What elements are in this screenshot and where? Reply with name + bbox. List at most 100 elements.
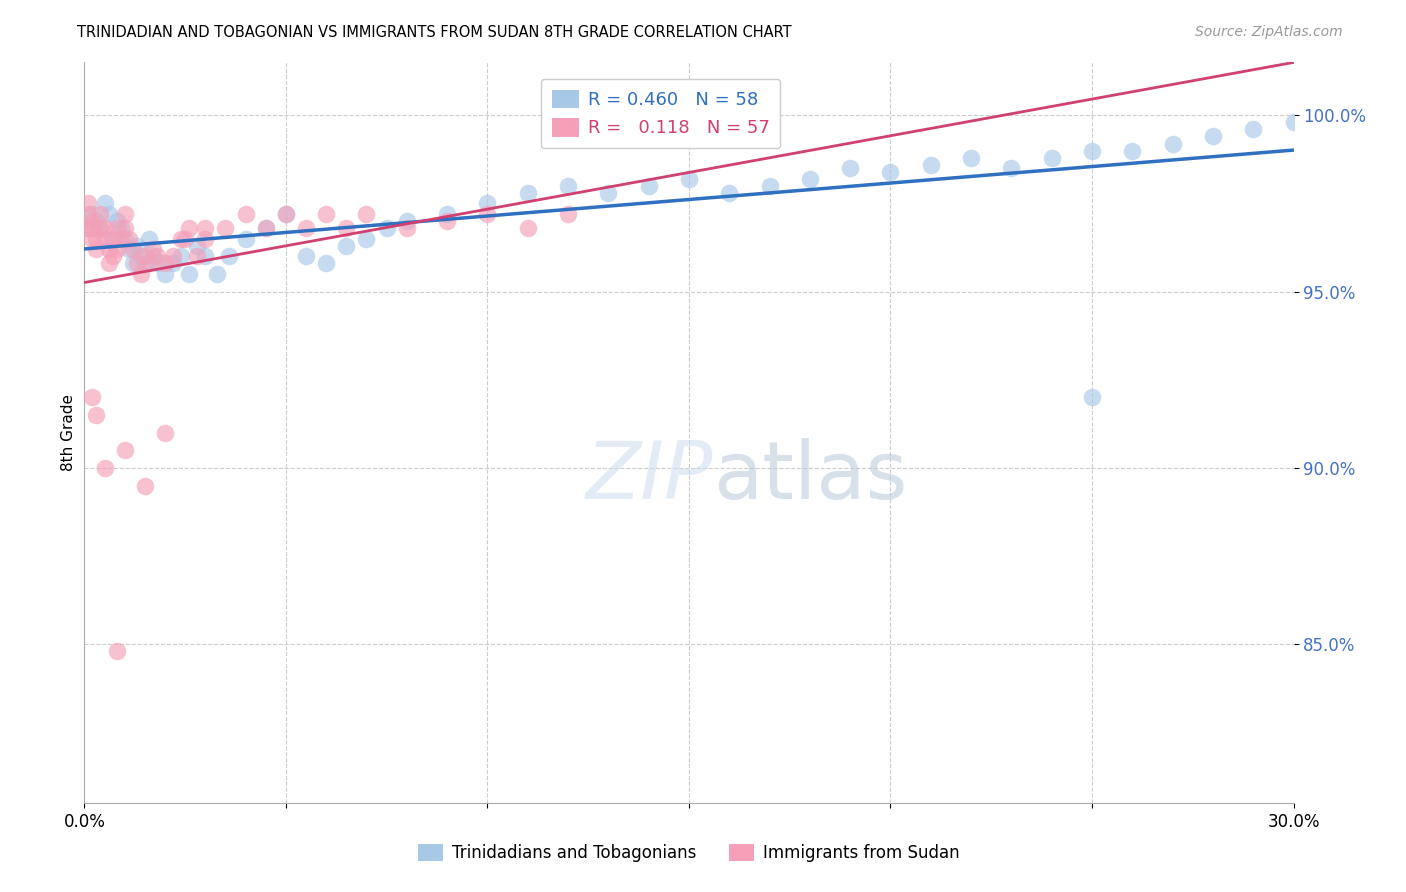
Point xyxy=(194,249,217,263)
Point xyxy=(799,171,821,186)
Point xyxy=(77,221,100,235)
Point xyxy=(101,232,124,246)
Point xyxy=(436,214,458,228)
Point xyxy=(335,221,357,235)
Point xyxy=(356,207,378,221)
Point xyxy=(356,232,378,246)
Point xyxy=(235,207,257,221)
Point xyxy=(557,178,579,193)
Point xyxy=(598,186,620,200)
Point xyxy=(758,178,780,193)
Point xyxy=(179,221,201,235)
Point xyxy=(153,256,176,270)
Point xyxy=(89,207,111,221)
Point xyxy=(101,249,124,263)
Point xyxy=(118,242,141,256)
Point xyxy=(110,232,132,246)
Point xyxy=(93,461,115,475)
Point xyxy=(93,221,115,235)
Point xyxy=(1081,144,1104,158)
Point xyxy=(105,214,128,228)
Point xyxy=(516,186,538,200)
Point xyxy=(134,478,156,492)
Point xyxy=(254,221,277,235)
Point xyxy=(516,221,538,235)
Point xyxy=(1241,122,1264,136)
Y-axis label: 8th Grade: 8th Grade xyxy=(60,394,76,471)
Point xyxy=(138,256,160,270)
Point xyxy=(174,232,197,246)
Text: TRINIDADIAN AND TOBAGONIAN VS IMMIGRANTS FROM SUDAN 8TH GRADE CORRELATION CHART: TRINIDADIAN AND TOBAGONIAN VS IMMIGRANTS… xyxy=(77,25,792,40)
Point xyxy=(295,221,318,235)
Point xyxy=(295,249,318,263)
Point xyxy=(114,221,136,235)
Point xyxy=(77,207,100,221)
Point xyxy=(105,221,128,235)
Point xyxy=(839,161,862,176)
Point xyxy=(557,207,579,221)
Point xyxy=(879,165,901,179)
Point xyxy=(142,242,165,256)
Point xyxy=(129,267,152,281)
Point xyxy=(207,267,229,281)
Point xyxy=(97,207,120,221)
Point xyxy=(315,256,337,270)
Point xyxy=(274,207,297,221)
Point xyxy=(142,249,165,263)
Point xyxy=(82,221,104,235)
Point xyxy=(1202,129,1225,144)
Point xyxy=(235,232,257,246)
Point xyxy=(97,242,120,256)
Point xyxy=(395,221,418,235)
Point xyxy=(146,249,169,263)
Point xyxy=(375,221,398,235)
Point xyxy=(162,256,184,270)
Point xyxy=(118,232,141,246)
Point xyxy=(186,249,208,263)
Point xyxy=(162,249,184,263)
Point xyxy=(315,207,337,221)
Point xyxy=(1121,144,1143,158)
Point xyxy=(170,232,193,246)
Point xyxy=(138,232,160,246)
Point xyxy=(105,644,128,658)
Point xyxy=(146,256,169,270)
Point xyxy=(77,221,100,235)
Point xyxy=(89,221,111,235)
Point xyxy=(477,207,499,221)
Point xyxy=(477,196,499,211)
Point xyxy=(125,239,148,253)
Point xyxy=(105,242,128,256)
Point xyxy=(718,186,741,200)
Point xyxy=(93,232,115,246)
Point xyxy=(214,221,236,235)
Point xyxy=(179,267,201,281)
Text: Source: ZipAtlas.com: Source: ZipAtlas.com xyxy=(1195,25,1343,39)
Point xyxy=(395,214,418,228)
Point xyxy=(335,239,357,253)
Point xyxy=(82,207,104,221)
Point xyxy=(153,425,176,440)
Point xyxy=(114,207,136,221)
Point xyxy=(1161,136,1184,151)
Point xyxy=(86,242,108,256)
Point xyxy=(274,207,297,221)
Point xyxy=(960,151,983,165)
Point xyxy=(920,158,942,172)
Point xyxy=(186,239,208,253)
Point xyxy=(77,196,100,211)
Point xyxy=(93,196,115,211)
Point xyxy=(97,256,120,270)
Point xyxy=(82,390,104,404)
Point xyxy=(194,221,217,235)
Point xyxy=(121,256,143,270)
Legend: Trinidadians and Tobagonians, Immigrants from Sudan: Trinidadians and Tobagonians, Immigrants… xyxy=(412,837,966,869)
Point xyxy=(114,443,136,458)
Point xyxy=(678,171,700,186)
Point xyxy=(1040,151,1063,165)
Text: ZIP: ZIP xyxy=(586,438,713,516)
Point xyxy=(121,242,143,256)
Point xyxy=(194,232,217,246)
Point xyxy=(134,256,156,270)
Point xyxy=(134,249,156,263)
